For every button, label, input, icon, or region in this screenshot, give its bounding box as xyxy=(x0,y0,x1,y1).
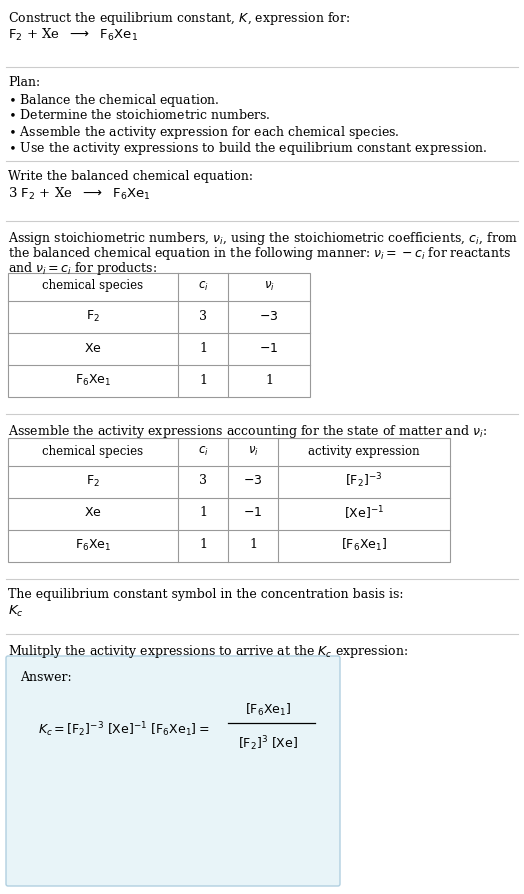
Text: $\nu_i$: $\nu_i$ xyxy=(264,279,275,292)
Text: $K_c$: $K_c$ xyxy=(8,603,24,619)
Text: $[\mathrm{F_2}]^3\ [\mathrm{Xe}]$: $[\mathrm{F_2}]^3\ [\mathrm{Xe}]$ xyxy=(238,734,298,753)
Text: $\mathrm{F_6Xe_1}$: $\mathrm{F_6Xe_1}$ xyxy=(75,537,111,552)
Text: chemical species: chemical species xyxy=(42,444,144,457)
Text: $\mathrm{Xe}$: $\mathrm{Xe}$ xyxy=(84,342,102,354)
Text: activity expression: activity expression xyxy=(308,444,420,457)
Text: $\mathrm{Xe}$: $\mathrm{Xe}$ xyxy=(84,506,102,519)
Text: The equilibrium constant symbol in the concentration basis is:: The equilibrium constant symbol in the c… xyxy=(8,587,403,601)
Text: 1: 1 xyxy=(199,538,207,551)
Bar xyxy=(8,439,450,562)
Text: 1: 1 xyxy=(199,373,207,386)
Text: Assign stoichiometric numbers, $\nu_i$, using the stoichiometric coefficients, $: Assign stoichiometric numbers, $\nu_i$, … xyxy=(8,230,518,247)
Text: Assemble the activity expressions accounting for the state of matter and $\nu_i$: Assemble the activity expressions accoun… xyxy=(8,423,487,440)
Text: 1: 1 xyxy=(199,506,207,519)
Text: $\mathrm{F_2}$: $\mathrm{F_2}$ xyxy=(86,308,100,324)
Text: 1: 1 xyxy=(265,373,273,386)
Text: $\mathrm{F_2}$: $\mathrm{F_2}$ xyxy=(86,473,100,488)
Text: Answer:: Answer: xyxy=(20,670,72,683)
Text: and $\nu_i = c_i$ for products:: and $\nu_i = c_i$ for products: xyxy=(8,260,157,276)
Text: $\nu_i$: $\nu_i$ xyxy=(248,444,258,457)
Text: $[\mathrm{F_6Xe_1}]$: $[\mathrm{F_6Xe_1}]$ xyxy=(341,536,387,552)
FancyBboxPatch shape xyxy=(6,656,340,886)
Text: $c_i$: $c_i$ xyxy=(198,279,209,292)
Text: $\bullet$ Determine the stoichiometric numbers.: $\bullet$ Determine the stoichiometric n… xyxy=(8,108,270,122)
Text: Construct the equilibrium constant, $K$, expression for:: Construct the equilibrium constant, $K$,… xyxy=(8,10,350,27)
Text: $\mathrm{F_6Xe_1}$: $\mathrm{F_6Xe_1}$ xyxy=(75,372,111,387)
Text: Write the balanced chemical equation:: Write the balanced chemical equation: xyxy=(8,170,253,182)
Text: 1: 1 xyxy=(199,342,207,354)
Text: $-1$: $-1$ xyxy=(243,506,263,519)
Text: Plan:: Plan: xyxy=(8,76,40,89)
Text: $[\mathrm{F_2}]^{-3}$: $[\mathrm{F_2}]^{-3}$ xyxy=(345,471,383,490)
Text: chemical species: chemical species xyxy=(42,279,144,292)
Text: $-1$: $-1$ xyxy=(259,342,279,354)
Text: Mulitply the activity expressions to arrive at the $K_c$ expression:: Mulitply the activity expressions to arr… xyxy=(8,642,408,659)
Text: 3: 3 xyxy=(199,474,207,487)
Bar xyxy=(8,274,310,398)
Text: $\bullet$ Assemble the activity expression for each chemical species.: $\bullet$ Assemble the activity expressi… xyxy=(8,124,400,141)
Text: the balanced chemical equation in the following manner: $\nu_i = -c_i$ for react: the balanced chemical equation in the fo… xyxy=(8,245,511,262)
Text: $[\mathrm{F_6Xe_1}]$: $[\mathrm{F_6Xe_1}]$ xyxy=(245,701,291,717)
Text: 3 $\mathrm{F_2}$ + Xe  $\longrightarrow$  $\mathrm{F_6Xe_1}$: 3 $\mathrm{F_2}$ + Xe $\longrightarrow$ … xyxy=(8,186,151,202)
Text: $K_c = [\mathrm{F_2}]^{-3}\ [\mathrm{Xe}]^{-1}\ [\mathrm{F_6Xe_1}] = $: $K_c = [\mathrm{F_2}]^{-3}\ [\mathrm{Xe}… xyxy=(38,720,210,738)
Text: 1: 1 xyxy=(249,538,257,551)
Text: $\bullet$ Balance the chemical equation.: $\bullet$ Balance the chemical equation. xyxy=(8,92,220,109)
Text: $-3$: $-3$ xyxy=(243,474,263,487)
Text: $[\mathrm{Xe}]^{-1}$: $[\mathrm{Xe}]^{-1}$ xyxy=(344,503,384,521)
Text: $\mathrm{F_2}$ + Xe  $\longrightarrow$  $\mathrm{F_6Xe_1}$: $\mathrm{F_2}$ + Xe $\longrightarrow$ $\… xyxy=(8,27,138,43)
Text: $\bullet$ Use the activity expressions to build the equilibrium constant express: $\bullet$ Use the activity expressions t… xyxy=(8,139,487,156)
Text: $c_i$: $c_i$ xyxy=(198,444,209,457)
Text: 3: 3 xyxy=(199,309,207,322)
Text: $-3$: $-3$ xyxy=(259,309,279,322)
